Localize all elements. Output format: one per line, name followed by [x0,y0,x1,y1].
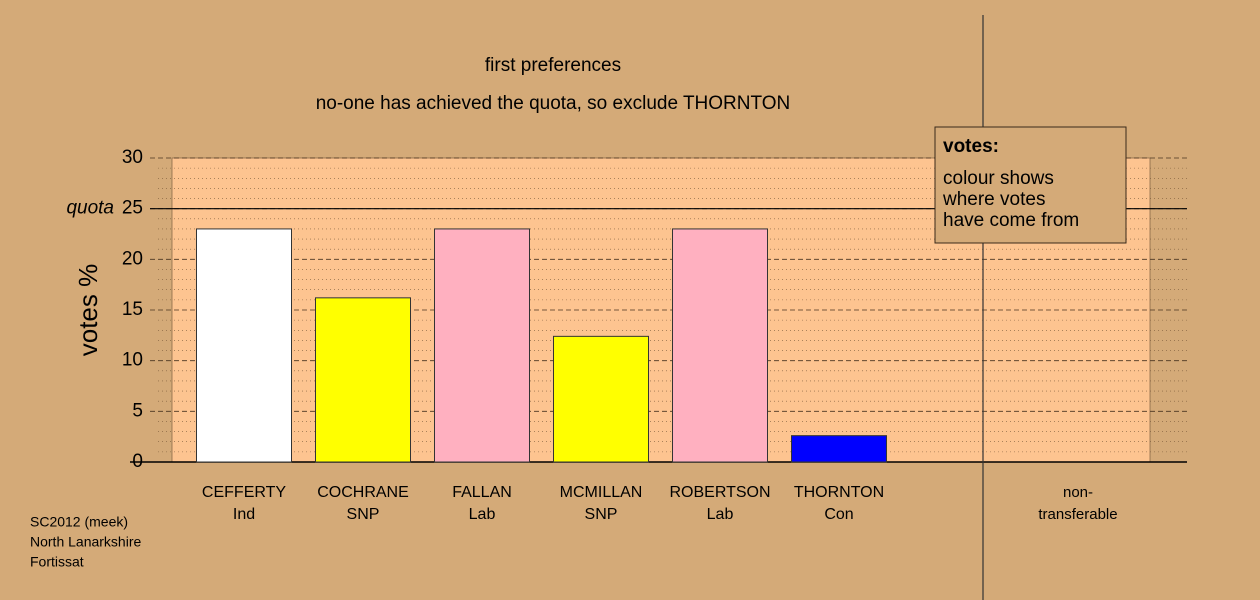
quota-label: quota [66,198,114,219]
legend-text: colour shows [943,168,1054,189]
y-axis-label: votes % [73,264,103,357]
bar [672,228,768,463]
bar [791,435,887,463]
x-tick-label: Lab [707,506,734,523]
bar [434,228,530,463]
bar [315,297,411,463]
x-tick-label: transferable [1038,506,1117,523]
x-tick-label: SNP [347,506,380,523]
y-tick-label: 15 [122,299,143,320]
x-tick-label: CEFFERTY [202,484,286,501]
x-tick-label: SNP [585,506,618,523]
footer-text: SC2012 (meek) [30,514,128,530]
bar [196,228,292,463]
chart-subtitle: no-one has achieved the quota, so exclud… [316,93,791,114]
x-tick-label: THORNTON [794,484,884,501]
y-tick-label: 30 [122,147,143,168]
legend-box [934,126,1127,244]
legend-title: votes: [943,136,999,157]
x-tick-label: MCMILLAN [560,484,643,501]
x-tick-label: Con [824,506,853,523]
x-tick-label: Lab [469,506,496,523]
y-tick-label: 10 [122,350,143,371]
bar [553,335,649,463]
x-tick-label: FALLAN [452,484,512,501]
legend-text: where votes [942,189,1045,210]
x-tick-label: Ind [233,506,255,523]
chart-title: first preferences [485,55,621,76]
y-tick-label: 20 [122,248,143,269]
y-tick-label: 5 [132,400,143,421]
footer-text: North Lanarkshire [30,534,141,550]
x-tick-label: ROBERTSON [669,484,770,501]
legend-text: have come from [943,210,1079,231]
x-tick-label: COCHRANE [317,484,409,501]
footer-text: Fortissat [30,554,84,570]
y-tick-label: 25 [122,198,143,219]
x-tick-label: non- [1063,484,1093,501]
